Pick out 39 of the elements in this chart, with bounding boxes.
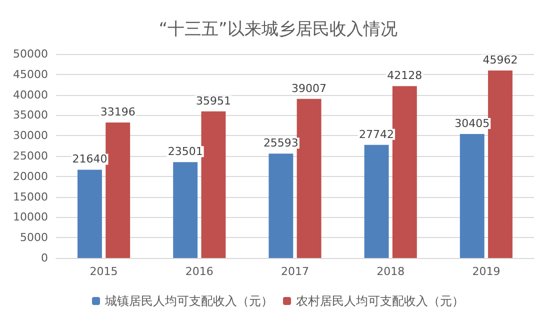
data-label: 42128 — [387, 69, 422, 82]
chart-title: “十三五”以来城乡居民收入情况 — [158, 20, 398, 40]
bar — [201, 111, 226, 258]
bar — [460, 134, 484, 258]
data-label: 30405 — [454, 116, 490, 130]
y-tick-label: 20000 — [13, 170, 48, 183]
bar — [268, 154, 294, 258]
bar — [364, 144, 389, 258]
y-tick-label: 50000 — [13, 48, 48, 60]
data-label: 33196 — [100, 106, 136, 119]
y-tick-label: 0 — [41, 252, 48, 264]
bar — [392, 86, 417, 258]
bar — [488, 70, 512, 258]
legend-label: 农村居民人均可支配收入（元） — [296, 294, 464, 308]
x-tick-label: 2017 — [281, 265, 309, 278]
y-tick-label: 25000 — [13, 150, 48, 162]
data-label: 27742 — [359, 128, 394, 141]
y-tick-label: 45000 — [13, 68, 48, 81]
bar — [173, 162, 198, 258]
data-label: 23501 — [168, 145, 203, 158]
data-label: 25593 — [263, 136, 298, 150]
x-tick-label: 2019 — [472, 265, 500, 278]
bar — [106, 122, 130, 258]
y-tick-label: 5000 — [20, 231, 48, 244]
bar — [296, 98, 322, 258]
data-label: 39007 — [292, 82, 327, 95]
legend-label: 城镇居民人均可支配收入（元） — [104, 294, 273, 308]
y-tick-label: 30000 — [13, 129, 48, 142]
x-tick-label: 2015 — [90, 265, 118, 278]
data-label: 35951 — [196, 94, 231, 108]
data-label: 21640 — [72, 152, 108, 166]
data-label: 45962 — [482, 53, 518, 66]
x-tick-label: 2016 — [185, 265, 214, 278]
bar — [78, 170, 102, 258]
y-tick-label: 10000 — [13, 210, 48, 224]
y-tick-label: 40000 — [13, 88, 48, 102]
y-tick-label: 15000 — [13, 190, 48, 204]
x-tick-label: 2018 — [376, 265, 405, 278]
y-tick-label: 35000 — [13, 108, 48, 122]
